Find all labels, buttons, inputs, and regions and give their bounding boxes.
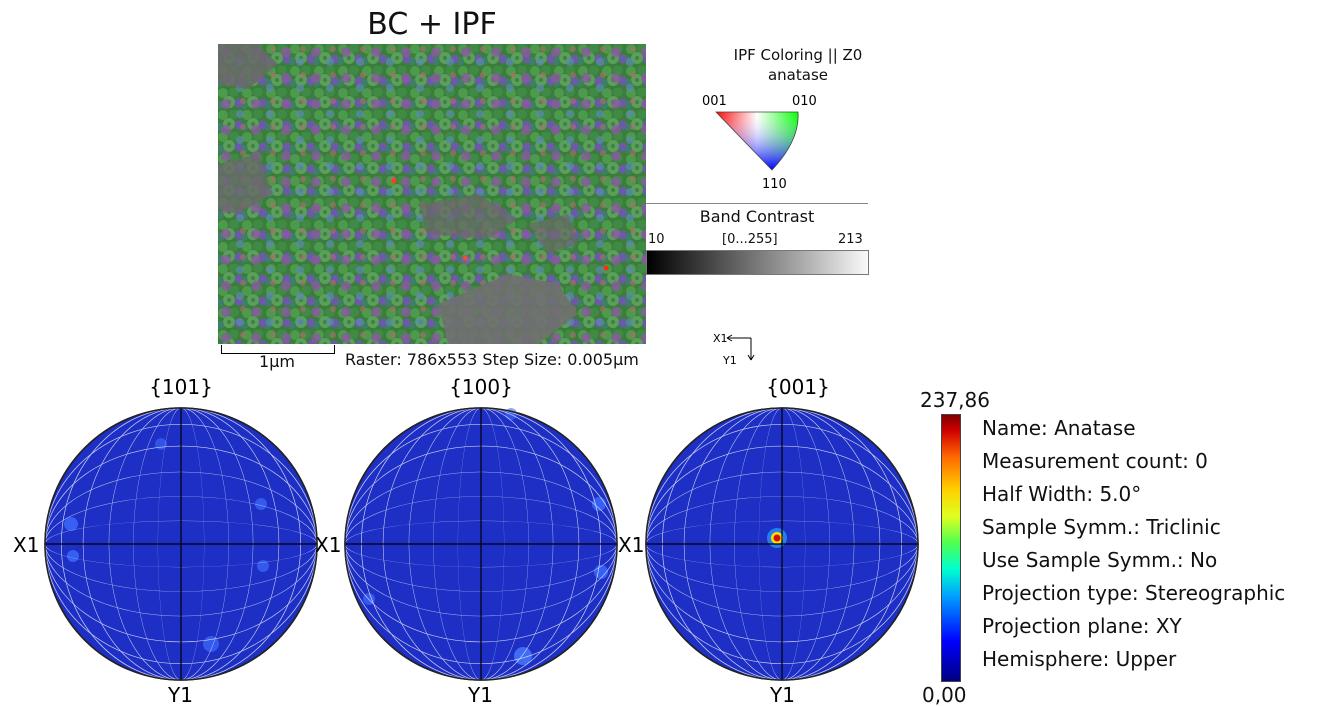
intensity-colorbar bbox=[941, 414, 961, 682]
pole-figure-101-y-axis: Y1 bbox=[167, 683, 193, 707]
axes-glyph-x-label: X1 bbox=[713, 332, 728, 345]
info-half-width: Half Width: 5.0° bbox=[982, 482, 1142, 506]
ipf-key-phase: anatase bbox=[767, 66, 828, 84]
info-projection-type: Projection type: Stereographic bbox=[982, 581, 1286, 605]
info-hemisphere: Hemisphere: Upper bbox=[982, 647, 1177, 671]
pole-figure-100 bbox=[344, 407, 618, 681]
pole-figure-100-x-axis: X1 bbox=[315, 533, 341, 557]
pole-figures: {101} X1 Y1 {100} X1 Y1 {001} X1 Y1 bbox=[13, 375, 919, 707]
info-use-sample-symmetry: Use Sample Symm.: No bbox=[982, 548, 1218, 572]
ipf-corner-010: 010 bbox=[792, 94, 817, 109]
axes-glyph-y-label: Y1 bbox=[722, 354, 737, 367]
pole-figure-001 bbox=[645, 407, 919, 681]
pole-figure-label-101: {101} bbox=[149, 375, 213, 399]
sample-axes-glyph: X1 Y1 bbox=[713, 332, 755, 367]
ebsd-map-image bbox=[218, 44, 646, 344]
colorbar-min: 0,00 bbox=[922, 683, 967, 707]
pole-figure-label-001: {001} bbox=[766, 375, 830, 399]
pole-figure-label-100: {100} bbox=[449, 375, 513, 399]
raster-info: Raster: 786x553 Step Size: 0.005µm bbox=[345, 350, 639, 369]
pole-figure-101 bbox=[44, 407, 318, 681]
legend-separator bbox=[646, 203, 868, 204]
band-contrast-min: 10 bbox=[648, 232, 665, 247]
scale-bar bbox=[221, 345, 335, 354]
ipf-triangle-key: 001 010 110 bbox=[702, 94, 817, 192]
band-contrast-max: 213 bbox=[838, 232, 863, 247]
info-name: Name: Anatase bbox=[982, 416, 1136, 440]
scale-bar-label: 1µm bbox=[259, 352, 295, 371]
info-measurement-count: Measurement count: 0 bbox=[982, 449, 1208, 473]
ipf-key-title: IPF Coloring || Z0 bbox=[733, 46, 863, 64]
pole-figure-100-y-axis: Y1 bbox=[467, 683, 493, 707]
pole-figure-101-x-axis: X1 bbox=[13, 533, 39, 557]
ipf-corner-110: 110 bbox=[762, 177, 787, 192]
colorbar-max: 237,86 bbox=[920, 388, 990, 412]
info-sample-symmetry: Sample Symm.: Triclinic bbox=[982, 515, 1221, 539]
info-projection-plane: Projection plane: XY bbox=[982, 614, 1182, 638]
band-contrast-gradient bbox=[646, 250, 869, 275]
pole-figure-001-y-axis: Y1 bbox=[769, 683, 795, 707]
map-title: BC + IPF bbox=[367, 7, 497, 42]
pole-figure-001-x-axis: X1 bbox=[618, 533, 644, 557]
band-contrast-title: Band Contrast bbox=[699, 207, 815, 226]
pole-figure-info: Name: Anatase Measurement count: 0 Half … bbox=[982, 412, 1285, 676]
ipf-corner-001: 001 bbox=[702, 94, 727, 109]
band-contrast-range: [0...255] bbox=[722, 232, 778, 247]
